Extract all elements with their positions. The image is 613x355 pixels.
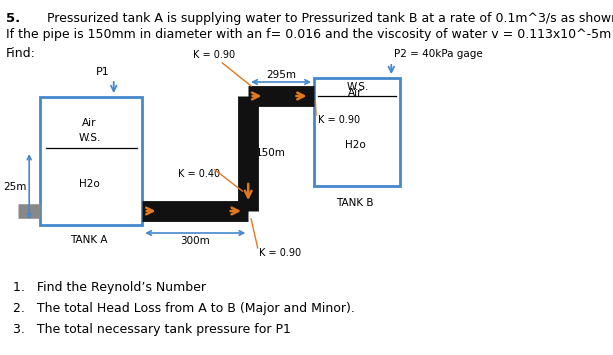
Text: K = 0.90: K = 0.90 <box>318 115 360 125</box>
Text: H2o: H2o <box>345 140 365 150</box>
Text: 25m: 25m <box>3 182 26 192</box>
Text: W.S.: W.S. <box>79 133 101 143</box>
Text: W.S.: W.S. <box>346 82 369 92</box>
Text: 300m: 300m <box>180 236 210 246</box>
Text: Pressurized tank A is supplying water to Pressurized tank B at a rate of 0.1m^3/: Pressurized tank A is supplying water to… <box>47 12 613 25</box>
Text: 3.   The total necessary tank pressure for P1: 3. The total necessary tank pressure for… <box>13 323 291 336</box>
Text: TANK A: TANK A <box>70 235 108 245</box>
Text: P2 = 40kPa gage: P2 = 40kPa gage <box>394 49 483 59</box>
Text: K = 0.90: K = 0.90 <box>259 248 301 258</box>
Text: Find:: Find: <box>6 47 36 60</box>
Bar <box>40 97 142 225</box>
Bar <box>314 78 400 186</box>
Text: H2o: H2o <box>79 179 99 189</box>
Text: 5.: 5. <box>6 12 20 25</box>
Text: 295m: 295m <box>266 70 296 80</box>
Text: K = 0.40: K = 0.40 <box>178 169 219 179</box>
Text: Air: Air <box>348 88 362 98</box>
Text: Air: Air <box>82 118 96 127</box>
Text: If the pipe is 150mm in diameter with an f= 0.016 and the viscosity of water v =: If the pipe is 150mm in diameter with an… <box>6 28 613 41</box>
Text: 150m: 150m <box>256 148 286 158</box>
Text: 1.   Find the Reynold’s Number: 1. Find the Reynold’s Number <box>13 281 206 294</box>
Text: TANK B: TANK B <box>337 198 374 208</box>
Text: 2.   The total Head Loss from A to B (Major and Minor).: 2. The total Head Loss from A to B (Majo… <box>13 302 355 315</box>
Text: K = 0.90: K = 0.90 <box>192 50 235 60</box>
Text: P1: P1 <box>96 67 109 77</box>
